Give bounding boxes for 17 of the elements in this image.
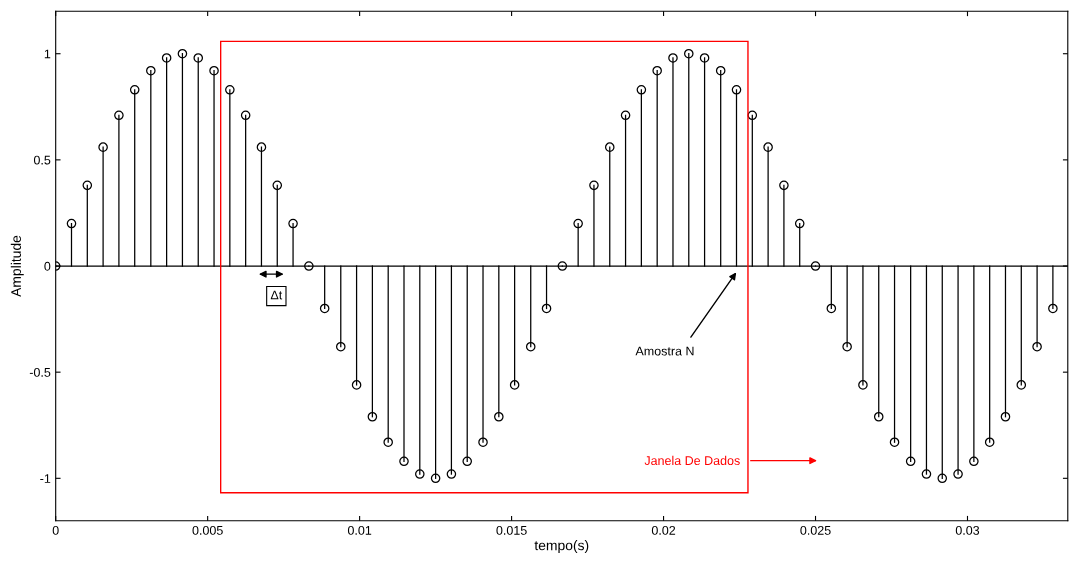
annotation: Janela De Dados	[644, 455, 740, 466]
y-tick-label: -1	[40, 474, 51, 483]
x-tick-label: 0	[52, 525, 59, 535]
y-tick-label: 0.5	[33, 155, 51, 165]
x-tick-label: 0.02	[651, 525, 676, 535]
x-tick-label: 0.005	[192, 525, 223, 535]
y-tick-label: -0.5	[29, 367, 51, 377]
x-tick-label: 0.025	[800, 525, 831, 535]
annotation: Δt	[270, 290, 283, 300]
annotation: Amostra N	[635, 346, 694, 356]
x-tick-label: 0.015	[496, 525, 527, 535]
y-tick-label: 0	[44, 261, 51, 271]
x-tick-label: 0.03	[955, 525, 980, 535]
x-axis-title: tempo(s)	[534, 540, 589, 554]
x-tick-label: 0.01	[347, 525, 372, 535]
y-tick-label: 1	[44, 49, 51, 59]
y-axis-title: Amplitude	[10, 235, 24, 297]
